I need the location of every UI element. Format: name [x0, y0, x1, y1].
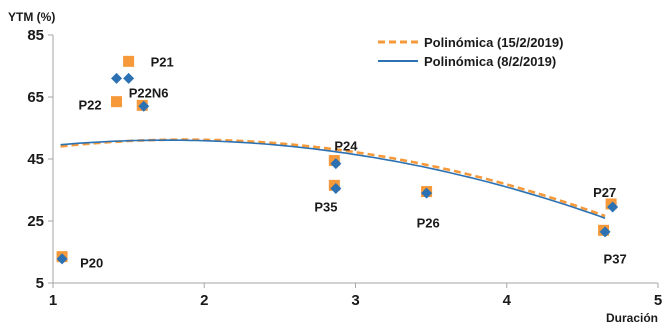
point-label-p22n6: P22N6 [129, 85, 169, 100]
marker-8-2-2019 [330, 158, 342, 170]
marker-8-2-2019 [123, 72, 135, 84]
chart-trendlines [60, 138, 606, 219]
x-axis-label: Duración [606, 311, 658, 325]
marker-8-2-2019 [111, 72, 123, 84]
y-axis-label: YTM (%) [8, 10, 55, 24]
point-label-p35: P35 [314, 199, 337, 214]
marker-8-2-2019 [138, 100, 150, 112]
y-tick-label: 25 [27, 213, 44, 230]
y-tick-label: 65 [27, 89, 44, 106]
point-label-p24: P24 [334, 139, 358, 154]
point-label-p21: P21 [151, 54, 174, 69]
point-label-p37: P37 [604, 251, 627, 266]
y-tick-label: 45 [27, 151, 44, 168]
trendline-8-2-2019 [60, 139, 606, 219]
marker-8-2-2019 [330, 182, 342, 194]
legend-item-polinomica-8-2-2019: Polinómica (8/2/2019) [424, 54, 556, 69]
point-label-p27: P27 [593, 185, 616, 200]
marker-15-2-2019 [123, 55, 135, 67]
marker-8-2-2019 [421, 187, 433, 199]
x-tick-label: 2 [200, 292, 208, 309]
marker-8-2-2019 [599, 226, 611, 238]
x-tick-label: 1 [49, 292, 57, 309]
y-tick-label: 5 [36, 275, 44, 292]
marker-8-2-2019 [607, 201, 619, 213]
point-label-p20: P20 [80, 256, 103, 271]
chart-points [56, 55, 619, 265]
x-tick-label: 4 [503, 292, 512, 309]
x-tick-label: 5 [654, 292, 662, 309]
y-tick-label: 85 [27, 27, 44, 44]
chart-legend: Polinómica (15/2/2019) Polinómica (8/2/2… [378, 35, 563, 69]
chart-point-labels: P21 P22 P22N6 P24 P35 P26 P27 P37 P20 [79, 54, 627, 270]
x-tick-label: 3 [351, 292, 359, 309]
point-label-p26: P26 [417, 216, 440, 231]
legend-item-polinomica-15-2-2019: Polinómica (15/2/2019) [424, 35, 563, 50]
marker-15-2-2019 [111, 96, 123, 108]
marker-8-2-2019 [56, 253, 68, 265]
point-label-p22: P22 [79, 98, 102, 113]
